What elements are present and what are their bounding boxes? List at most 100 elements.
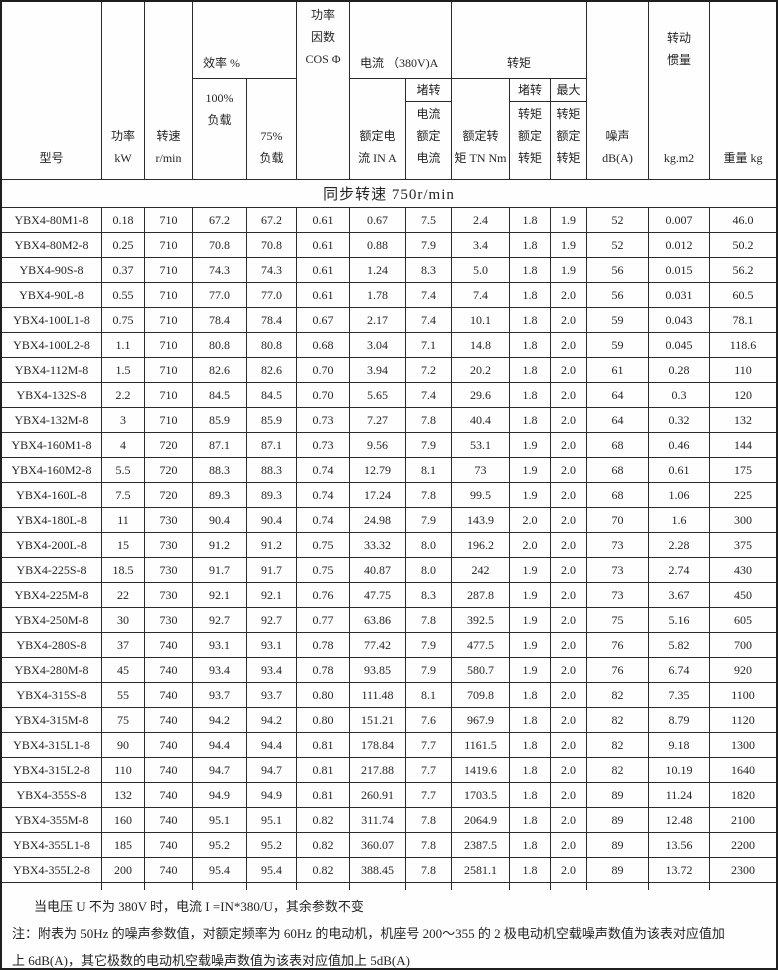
- cell-rated-torque: 40.4: [452, 408, 510, 432]
- cell-power-factor: 0.61: [297, 283, 350, 307]
- cell-efficiency-75: 67.2: [247, 208, 297, 232]
- cell-rated-torque: 14.8: [452, 333, 510, 357]
- col-header-power: 功率 kW: [102, 2, 145, 179]
- cell-inertia: 3.67: [649, 583, 710, 607]
- cell-speed: 720: [145, 433, 193, 457]
- cell-rated-current: 111.48: [350, 683, 406, 707]
- cell-inertia: 12.48: [649, 808, 710, 832]
- torque-group-label: 转矩: [506, 56, 531, 70]
- note-noise-line1: 注：附表为 50Hz 的噪声参数值，对额定频率为 60Hz 的电动机，机座号 2…: [12, 926, 725, 941]
- cell-weight: 1300: [731, 737, 755, 752]
- cell-noise: 68: [587, 458, 649, 482]
- cell-weight: 175: [734, 462, 752, 477]
- cell-weight: 2200: [731, 837, 755, 852]
- cell-efficiency-100: 94.2: [193, 708, 247, 732]
- cell-rated-current: 178.84: [350, 733, 406, 757]
- cell-rated-torque: 1419.6: [452, 758, 510, 782]
- table-row: YBX4-132S-8 2.2 710 84.5 84.5 0.70 5.65 …: [2, 383, 776, 408]
- cell-speed: 740: [145, 808, 193, 832]
- cell-power-kw: 0.25: [102, 233, 145, 257]
- cell-max-torque-ratio: 2.0: [551, 308, 587, 332]
- cell-model: YBX4-80M1-8: [2, 208, 102, 232]
- cell-inertia: 2.74: [649, 558, 710, 582]
- cell-efficiency-100: 84.5: [193, 383, 247, 407]
- cell-power-kw: 5.5: [102, 458, 145, 482]
- cell-locked-torque-ratio: 1.8: [510, 408, 551, 432]
- col-group-efficiency: 效率 % 100% 负载 75% 负载: [193, 2, 297, 179]
- cell-inertia: 10.19: [649, 758, 710, 782]
- cell-rated-torque: 1703.5: [452, 783, 510, 807]
- cell-rated-current: 40.87: [350, 558, 406, 582]
- rated-current-line1: 额定电: [359, 129, 396, 143]
- cell-weight: 46.0: [732, 212, 754, 227]
- cell-locked-current-ratio: 7.1: [406, 333, 452, 357]
- cell-efficiency-75: 85.9: [247, 408, 297, 432]
- cell-power-kw: 185: [102, 833, 145, 857]
- cell-rated-torque: 967.9: [452, 708, 510, 732]
- cell-efficiency-100: 94.9: [193, 783, 247, 807]
- cell-rated-current: 5.65: [350, 383, 406, 407]
- cell-power-kw: 0.18: [102, 208, 145, 232]
- cell-locked-torque-ratio: 1.8: [510, 808, 551, 832]
- cell-weight: 120: [734, 387, 752, 402]
- cell-efficiency-100: 95.2: [193, 833, 247, 857]
- cell-efficiency-75: 88.3: [247, 458, 297, 482]
- cell-locked-current-ratio: 7.9: [406, 633, 452, 657]
- table-row: YBX4-280M-8 45 740 93.4 93.4 0.78 93.85 …: [2, 658, 776, 683]
- col-header-locked-torque-ratio: 堵转 转矩 额定 转矩: [510, 79, 551, 179]
- cell-rated-torque: 53.1: [452, 433, 510, 457]
- cell-weight: 605: [734, 612, 752, 627]
- cell-inertia: 0.007: [649, 208, 710, 232]
- locked-current-numerator: 堵转: [406, 79, 451, 102]
- cell-locked-torque-ratio: 1.8: [510, 758, 551, 782]
- cell-locked-torque-ratio: 1.8: [510, 308, 551, 332]
- cell-locked-torque-ratio: 1.9: [510, 558, 551, 582]
- max-torque-den1: 转矩: [556, 107, 581, 121]
- cell-inertia: 1.06: [649, 483, 710, 507]
- cell-inertia: 5.82: [649, 633, 710, 657]
- section-title: 同步转速 750r/min: [323, 187, 455, 203]
- cell-locked-torque-ratio: 1.8: [510, 858, 551, 882]
- cell-inertia: 6.74: [649, 658, 710, 682]
- cell-noise: 68: [587, 483, 649, 507]
- cell-rated-torque: 3.4: [452, 233, 510, 257]
- col-header-rated-torque: 额定转 矩 TN Nm: [452, 79, 510, 179]
- cell-efficiency-100: 92.1: [193, 583, 247, 607]
- cell-locked-torque-ratio: 1.8: [510, 733, 551, 757]
- cell-max-torque-ratio: 2.0: [551, 533, 587, 557]
- cell-inertia: 0.28: [649, 358, 710, 382]
- cell-locked-current-ratio: 7.8: [406, 858, 452, 882]
- cell-speed: 740: [145, 708, 193, 732]
- cell-model: YBX4-160M2-8: [2, 458, 102, 482]
- cell-rated-torque: 7.4: [452, 283, 510, 307]
- cell-speed: 730: [145, 558, 193, 582]
- cell-rated-current: 63.86: [350, 608, 406, 632]
- cell-model: YBX4-160L-8: [2, 483, 102, 507]
- cell-efficiency-75: 94.9: [247, 783, 297, 807]
- cell-efficiency-100: 94.7: [193, 758, 247, 782]
- cell-noise: 82: [587, 733, 649, 757]
- cell-power-kw: 11: [102, 508, 145, 532]
- power-factor-line2: 因数: [310, 30, 335, 44]
- noise-unit: dB(A): [602, 151, 633, 165]
- cell-power-kw: 55: [102, 683, 145, 707]
- cell-speed: 710: [145, 258, 193, 282]
- cell-power-kw: 30: [102, 608, 145, 632]
- cell-efficiency-75: 93.7: [247, 683, 297, 707]
- cell-inertia: 0.61: [649, 458, 710, 482]
- cell-locked-current-ratio: 7.4: [406, 283, 452, 307]
- cell-speed: 710: [145, 283, 193, 307]
- cell-locked-torque-ratio: 1.8: [510, 233, 551, 257]
- cell-efficiency-75: 87.1: [247, 433, 297, 457]
- cell-max-torque-ratio: 2.0: [551, 408, 587, 432]
- col-header-speed: 转速 r/min: [145, 2, 193, 179]
- cell-speed: 710: [145, 408, 193, 432]
- power-factor-symbol: COS Φ: [305, 52, 341, 66]
- cell-weight: 920: [734, 662, 752, 677]
- table-row: YBX4-355M-8 160 740 95.1 95.1 0.82 311.7…: [2, 808, 776, 833]
- cell-model: YBX4-200L-8: [2, 533, 102, 557]
- cell-power-factor: 0.75: [297, 558, 350, 582]
- cell-efficiency-100: 93.1: [193, 633, 247, 657]
- load-100-line2: 负载: [207, 113, 232, 127]
- locked-torque-den2: 额定: [517, 129, 542, 143]
